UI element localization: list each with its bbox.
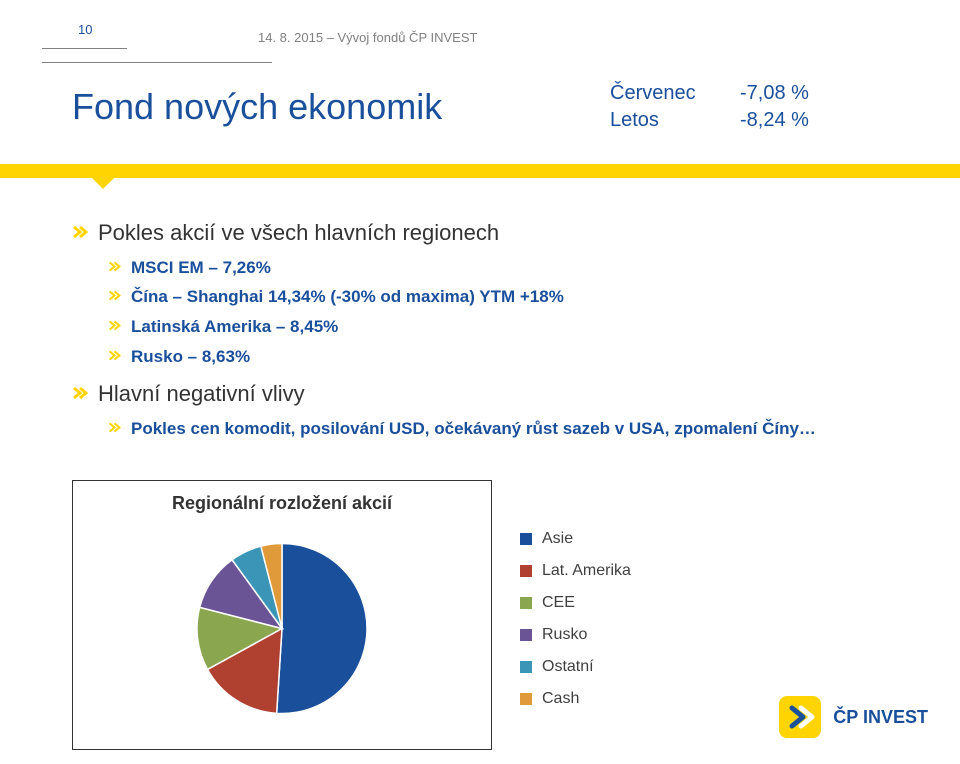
bullet-text: Čína – Shanghai 14,34% (-30% od maxima) …	[131, 285, 564, 309]
legend-item: Lat. Amerika	[520, 562, 631, 580]
chart-title: Regionální rozložení akcií	[73, 493, 491, 514]
legend-label: Ostatní	[542, 658, 594, 676]
legend-label: Lat. Amerika	[542, 562, 631, 580]
legend-item: CEE	[520, 594, 631, 612]
bullet-text: MSCI EM – 7,26%	[131, 256, 271, 280]
pie-slice	[277, 544, 367, 714]
page-number: 10	[78, 22, 92, 37]
brand-logo: ČP INVEST	[777, 694, 928, 740]
legend-swatch	[520, 629, 532, 641]
metric-label: Červenec	[610, 80, 740, 107]
bullet-level2: Rusko – 8,63%	[108, 345, 892, 369]
bullet-text: Pokles cen komodit, posilování USD, oček…	[131, 417, 816, 441]
metric-label: Letos	[610, 107, 740, 134]
chevron-icon	[108, 421, 121, 434]
bullet-text: Pokles akcií ve všech hlavních regionech	[98, 218, 499, 248]
legend-label: Rusko	[542, 626, 587, 644]
legend-item: Asie	[520, 530, 631, 548]
bullet-text: Rusko – 8,63%	[131, 345, 250, 369]
legend-item: Cash	[520, 690, 631, 708]
metric-value: -7,08 %	[740, 80, 809, 107]
header-date: 14. 8. 2015 – Vývoj fondů ČP INVEST	[258, 30, 477, 45]
bullet-level2: Latinská Amerika – 8,45%	[108, 315, 892, 339]
legend-swatch	[520, 661, 532, 673]
legend-item: Ostatní	[520, 658, 631, 676]
logo-text: ČP INVEST	[833, 707, 928, 728]
legend-label: Asie	[542, 530, 573, 548]
chevron-icon	[108, 349, 121, 362]
metric-row: Letos -8,24 %	[610, 107, 809, 134]
bullet-level2: Čína – Shanghai 14,34% (-30% od maxima) …	[108, 285, 892, 309]
metrics-block: Červenec -7,08 % Letos -8,24 %	[610, 80, 809, 134]
legend-swatch	[520, 533, 532, 545]
pie-chart-panel: Regionální rozložení akcií	[72, 480, 492, 750]
bullet-text: Latinská Amerika – 8,45%	[131, 315, 338, 339]
legend-swatch	[520, 597, 532, 609]
legend-item: Rusko	[520, 626, 631, 644]
legend-swatch	[520, 565, 532, 577]
pie-chart	[177, 524, 387, 739]
chart-legend: Asie Lat. Amerika CEE Rusko Ostatní Cash	[520, 530, 631, 722]
logo-icon	[777, 694, 823, 740]
accent-bar	[0, 164, 960, 178]
header-rule-top	[42, 48, 127, 49]
chevron-icon	[72, 224, 88, 240]
bullet-level1: Pokles akcií ve všech hlavních regionech	[72, 218, 892, 248]
content-area: Pokles akcií ve všech hlavních regionech…	[72, 218, 892, 446]
chevron-icon	[108, 289, 121, 302]
header-rule-bottom	[42, 62, 272, 63]
accent-arrow-icon	[92, 178, 114, 189]
metric-row: Červenec -7,08 %	[610, 80, 809, 107]
bullet-text: Hlavní negativní vlivy	[98, 379, 305, 409]
bullet-level2: Pokles cen komodit, posilování USD, oček…	[108, 417, 892, 441]
metric-value: -8,24 %	[740, 107, 809, 134]
legend-label: CEE	[542, 594, 575, 612]
legend-swatch	[520, 693, 532, 705]
bullet-level2: MSCI EM – 7,26%	[108, 256, 892, 280]
page-title: Fond nových ekonomik	[72, 86, 442, 128]
chevron-icon	[108, 260, 121, 273]
bullet-level1: Hlavní negativní vlivy	[72, 379, 892, 409]
legend-label: Cash	[542, 690, 579, 708]
chevron-icon	[72, 385, 88, 401]
chevron-icon	[108, 319, 121, 332]
